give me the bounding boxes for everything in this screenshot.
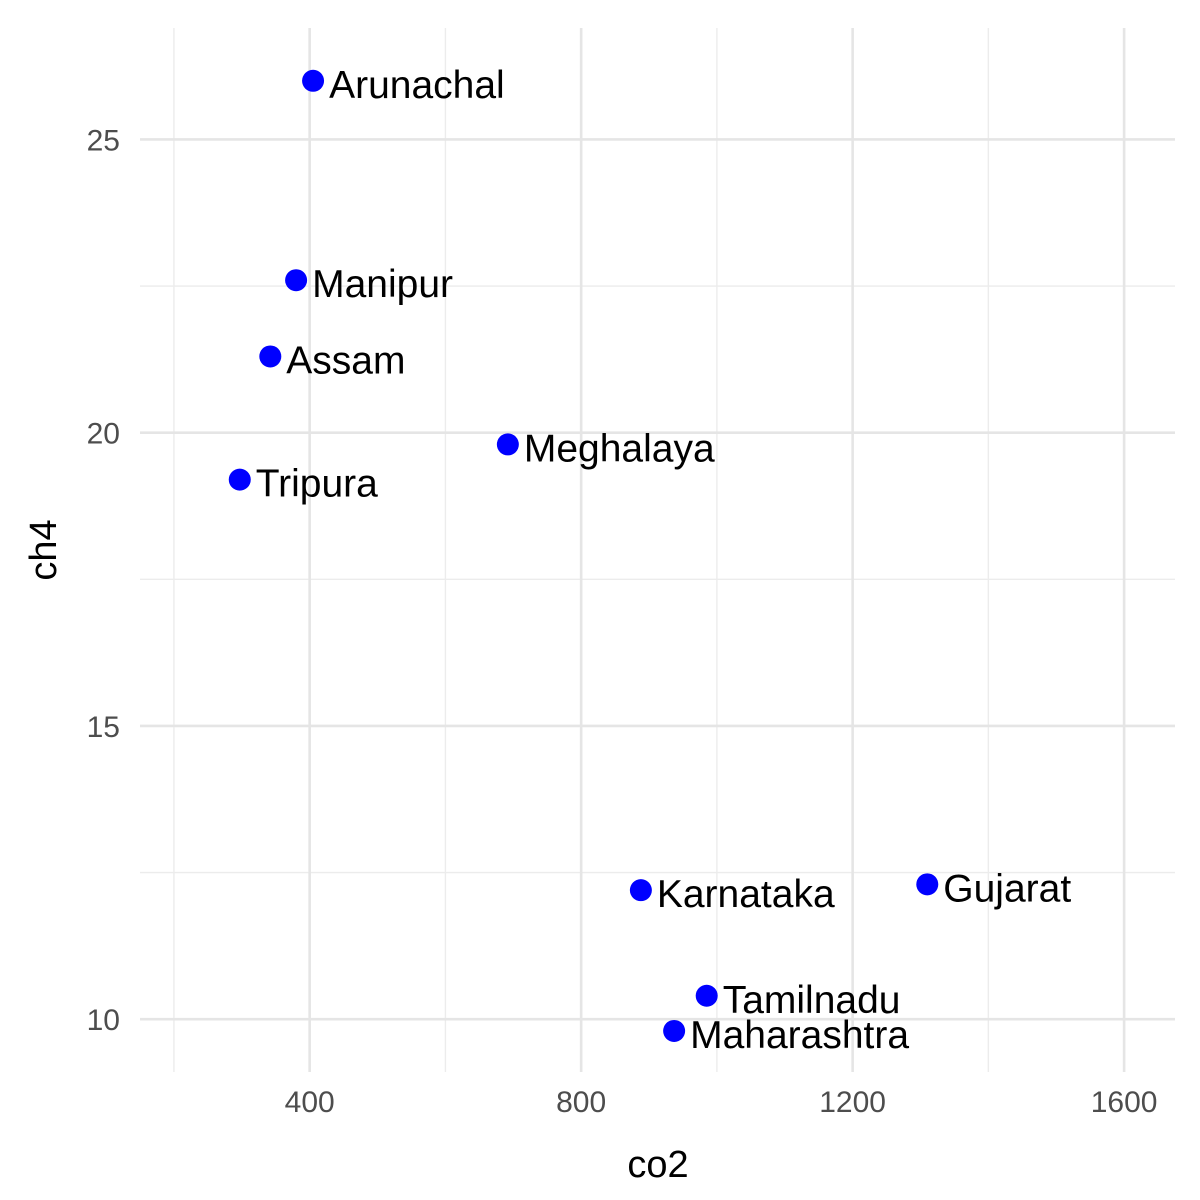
data-point bbox=[695, 984, 718, 1007]
data-point-label: Arunachal bbox=[329, 64, 505, 107]
y-axis-ticks: 10 15 20 25 bbox=[87, 124, 120, 1037]
data-point bbox=[228, 468, 251, 491]
data-point-label: Karnataka bbox=[657, 873, 835, 916]
data-point bbox=[916, 873, 939, 896]
x-tick-label: 400 bbox=[285, 1086, 335, 1119]
data-point bbox=[285, 269, 308, 292]
y-tick-label: 20 bbox=[87, 418, 120, 451]
point-labels: Arunachal Manipur Assam Meghalaya Tripura Kar… bbox=[256, 64, 1072, 1057]
data-point bbox=[629, 879, 652, 902]
data-point-label: Manipur bbox=[312, 263, 453, 306]
data-point bbox=[663, 1019, 686, 1042]
x-tick-label: 1600 bbox=[1091, 1086, 1158, 1119]
data-point-label: Tripura bbox=[256, 463, 378, 506]
data-point-label: Meghalaya bbox=[524, 427, 715, 470]
y-axis-title: ch4 bbox=[23, 519, 65, 580]
minor-gridlines bbox=[140, 28, 1175, 1072]
data-point-label: Maharashtra bbox=[690, 1014, 909, 1057]
data-points bbox=[228, 69, 939, 1042]
x-axis-ticks: 400 800 1200 1600 bbox=[285, 1086, 1158, 1119]
data-point bbox=[302, 69, 325, 92]
y-tick-label: 15 bbox=[87, 711, 120, 744]
y-tick-label: 25 bbox=[87, 124, 120, 157]
data-point bbox=[496, 433, 519, 456]
data-point bbox=[259, 345, 282, 368]
x-tick-label: 800 bbox=[556, 1086, 606, 1119]
data-point-label: Tamilnadu bbox=[723, 979, 901, 1022]
major-gridlines bbox=[140, 28, 1175, 1072]
x-tick-label: 1200 bbox=[819, 1086, 886, 1119]
x-axis-title: co2 bbox=[627, 1144, 688, 1186]
data-point-label: Gujarat bbox=[943, 867, 1071, 910]
data-point-label: Assam bbox=[286, 339, 405, 382]
y-tick-label: 10 bbox=[87, 1004, 120, 1037]
